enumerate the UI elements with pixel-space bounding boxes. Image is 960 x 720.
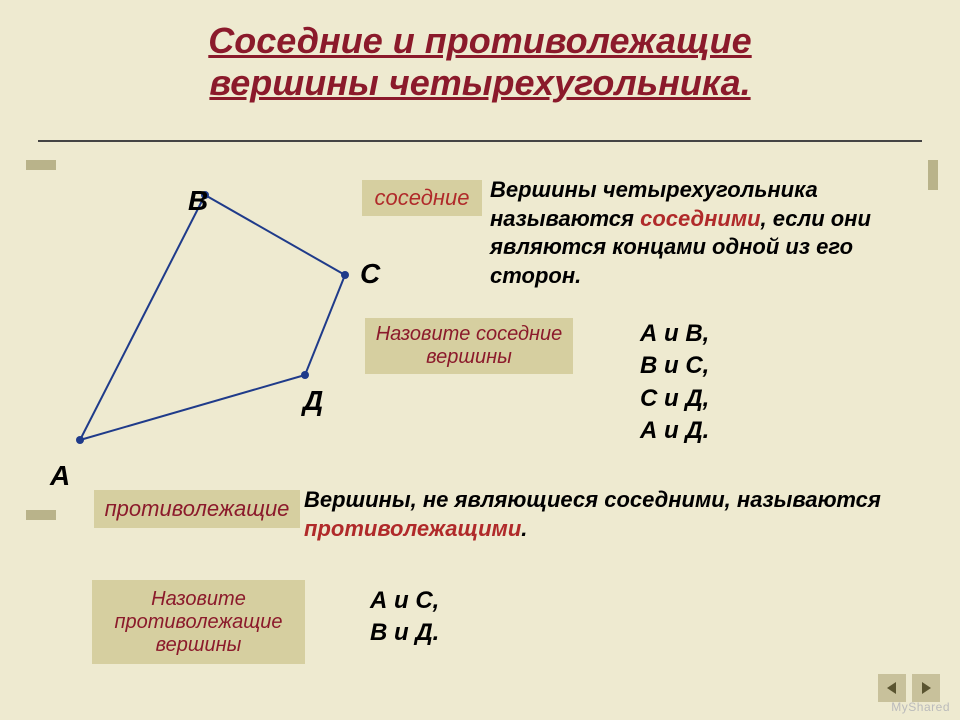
title-line-2: вершины четырехугольника. — [209, 62, 750, 103]
tag-name-opposite: Назовите противолежащие вершины — [92, 580, 305, 664]
next-slide-button[interactable] — [912, 674, 940, 702]
vertex-label-b: В — [188, 185, 208, 217]
title-line-1: Соседние и противолежащие — [208, 20, 751, 61]
watermark: MyShared — [891, 700, 950, 714]
list-item: А и В, — [640, 318, 709, 350]
left-accent-bottom — [26, 510, 56, 520]
opposite-pairs: А и С,В и Д. — [370, 585, 439, 650]
vertex-label-a: А — [50, 460, 70, 492]
adjacent-pairs: А и В,В и С,С и Д,А и Д. — [640, 318, 709, 448]
vertex-label-c: С — [360, 258, 380, 290]
def-adj-key: соседними — [640, 206, 760, 231]
arrow-right-icon — [918, 680, 934, 696]
list-item: С и Д, — [640, 383, 709, 415]
title-underline-rule — [38, 140, 922, 142]
definition-adjacent: Вершины четырехугольника называются сосе… — [490, 176, 930, 290]
diagram-svg — [70, 180, 400, 480]
list-item: А и Д. — [640, 415, 709, 447]
arrow-left-icon — [884, 680, 900, 696]
vertex-label-d: Д — [303, 385, 323, 417]
tag-opposite: противолежащие — [94, 490, 300, 528]
list-item: В и С, — [640, 350, 709, 382]
def-opp-key: противолежащими — [304, 516, 521, 541]
def-opp-pre: Вершины, не являющиеся соседними, называ… — [304, 487, 881, 512]
definition-opposite: Вершины, не являющиеся соседними, называ… — [304, 486, 934, 543]
tag-name-adjacent: Назовите соседние вершины — [365, 318, 573, 374]
list-item: В и Д. — [370, 617, 439, 649]
prev-slide-button[interactable] — [878, 674, 906, 702]
def-opp-post: . — [521, 516, 527, 541]
quadrilateral-diagram: А В С Д — [70, 180, 400, 460]
slide-title: Соседние и противолежащие вершины четыре… — [0, 20, 960, 104]
tag-adjacent: соседние — [362, 180, 482, 216]
left-accent-top — [26, 160, 56, 170]
list-item: А и С, — [370, 585, 439, 617]
